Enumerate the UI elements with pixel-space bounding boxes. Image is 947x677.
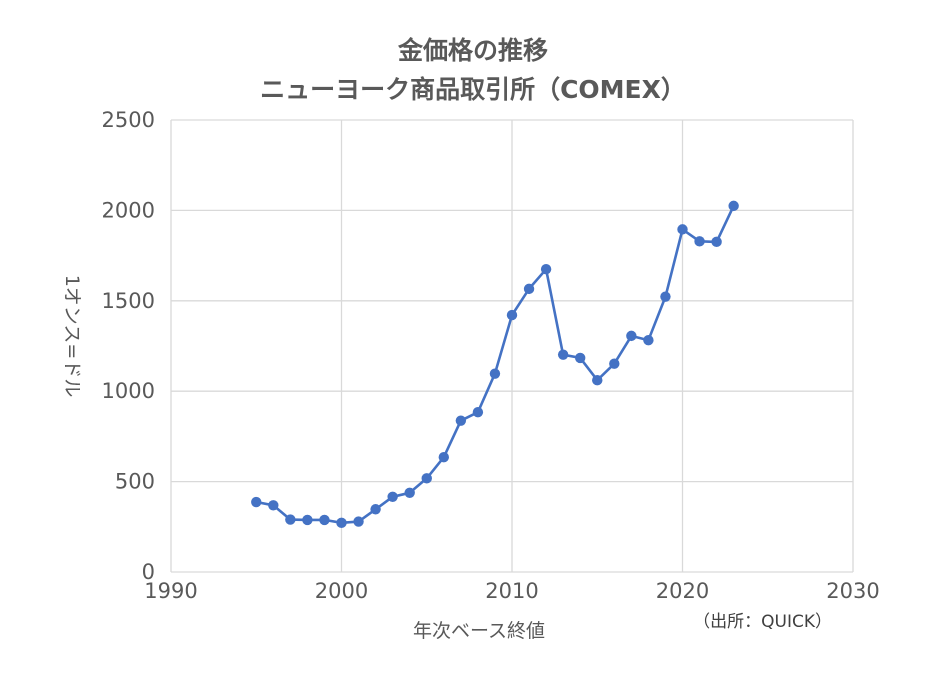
data-point (643, 335, 654, 346)
y-tick-label: 0 (142, 560, 155, 584)
grid (170, 119, 854, 573)
x-tick-label: 2010 (485, 579, 538, 603)
data-point (353, 516, 364, 527)
data-point (387, 491, 398, 502)
data-point (302, 514, 313, 526)
x-tick-label: 1990 (144, 579, 197, 603)
data-point (506, 309, 518, 321)
y-tick-label: 500 (115, 470, 155, 494)
x-axis-label: 年次ベース終値 (413, 620, 545, 642)
chart-subtitle: ニューヨーク商品取引所（COMEX） (260, 75, 686, 104)
y-tick-label: 1500 (102, 289, 155, 313)
data-point (472, 406, 484, 418)
source-note: （出所：QUICK） (693, 612, 832, 632)
data-point (609, 358, 620, 369)
data-point (694, 236, 705, 247)
data-point (711, 236, 722, 248)
data-point (404, 487, 415, 499)
data-points (251, 200, 739, 529)
data-point (660, 291, 671, 302)
y-tick-label: 2000 (102, 198, 155, 222)
tick-labels: 0 500 1000 1500 2000 2500 1990 2000 2010 2020 2030 (102, 108, 880, 603)
data-point (455, 415, 467, 426)
data-point (575, 352, 586, 364)
data-point (626, 330, 637, 342)
data-point (421, 473, 432, 484)
data-point (677, 224, 688, 235)
series-line-layer (256, 205, 735, 525)
data-point (370, 504, 381, 515)
series-line (256, 205, 735, 525)
data-point (540, 263, 552, 275)
data-point (489, 368, 501, 379)
chart-title: 金価格の推移 (397, 36, 548, 65)
y-tick-label: 1000 (102, 379, 155, 403)
y-tick-label: 2500 (102, 108, 155, 132)
y-axis-label: 1オンス=ドル (61, 275, 83, 398)
data-point (438, 451, 449, 463)
data-point (319, 514, 330, 526)
data-point (285, 514, 296, 525)
data-point (336, 517, 347, 529)
data-point (268, 500, 279, 511)
data-point (523, 283, 535, 295)
x-tick-label: 2020 (656, 579, 709, 603)
x-tick-label: 2030 (826, 579, 879, 603)
data-point (592, 374, 603, 386)
data-point (557, 349, 569, 360)
data-point (251, 496, 262, 508)
x-tick-label: 2000 (315, 579, 368, 603)
data-point (728, 200, 739, 212)
